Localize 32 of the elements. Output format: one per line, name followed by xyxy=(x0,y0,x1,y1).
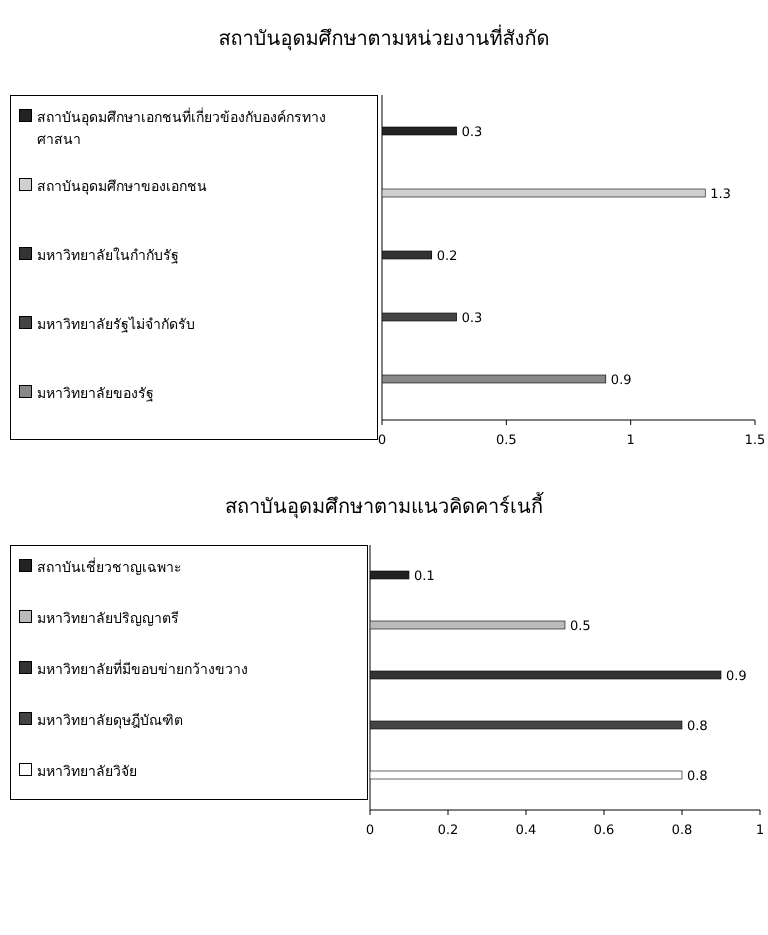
x-tick-label: 0.8 xyxy=(672,823,692,838)
legend-label: มหาวิทยาลัยที่มีขอบข่ายกว้างขวาง xyxy=(37,658,248,680)
legend-label: มหาวิทยาลัยในกำกับรัฐ xyxy=(37,246,179,266)
x-tick-label: 1 xyxy=(756,823,764,838)
data-label: 0.3 xyxy=(462,125,482,140)
data-label: 0.5 xyxy=(570,619,591,634)
x-tick-label: 0 xyxy=(366,823,374,838)
data-label: 1.3 xyxy=(710,187,731,202)
legend-label: มหาวิทยาลัยปริญญาตรี xyxy=(37,610,179,629)
x-tick-label: 0.5 xyxy=(496,433,517,448)
x-tick-label: 0.2 xyxy=(438,823,458,838)
legend-label: มหาวิทยาลัยของรัฐ xyxy=(37,385,154,404)
data-label: 0.8 xyxy=(687,769,708,784)
legend-label: สถาบันอุดมศึกษาของเอกชน xyxy=(37,178,207,197)
x-tick-label: 1 xyxy=(626,433,635,448)
data-label: 0.9 xyxy=(610,373,632,388)
data-label: 0.8 xyxy=(687,719,708,734)
data-label: 0.1 xyxy=(414,569,435,584)
data-label: 0.2 xyxy=(436,249,458,264)
x-tick-label: 0.4 xyxy=(516,823,536,838)
legend-label: สถาบันอุดมศึกษาเอกชนที่เกี่ยวข้องกับองค์กรทางศาสนา xyxy=(37,106,327,150)
x-tick-label: 0 xyxy=(378,433,386,448)
data-label: 0.3 xyxy=(462,311,482,326)
x-tick-label: 1.5 xyxy=(744,433,766,448)
x-tick-label: 0.6 xyxy=(594,823,614,838)
data-label: 0.9 xyxy=(726,669,747,684)
legend-label: มหาวิทยาลัยดุษฎีบัณฑิต xyxy=(37,712,183,731)
legend-label: มหาวิทยาลัยรัฐไม่จำกัดรับ xyxy=(37,316,195,335)
chart-title: สถาบันอุดมศึกษาตามหน่วยงานที่สังกัด xyxy=(218,24,550,52)
legend-label: สถาบันเชี่ยวชาญเฉพาะ xyxy=(37,556,182,578)
legend-label: มหาวิทยาลัยวิจัย xyxy=(37,763,137,782)
chart-title: สถาบันอุดมศึกษาตามแนวคิดคาร์เนกี้ xyxy=(224,490,544,520)
